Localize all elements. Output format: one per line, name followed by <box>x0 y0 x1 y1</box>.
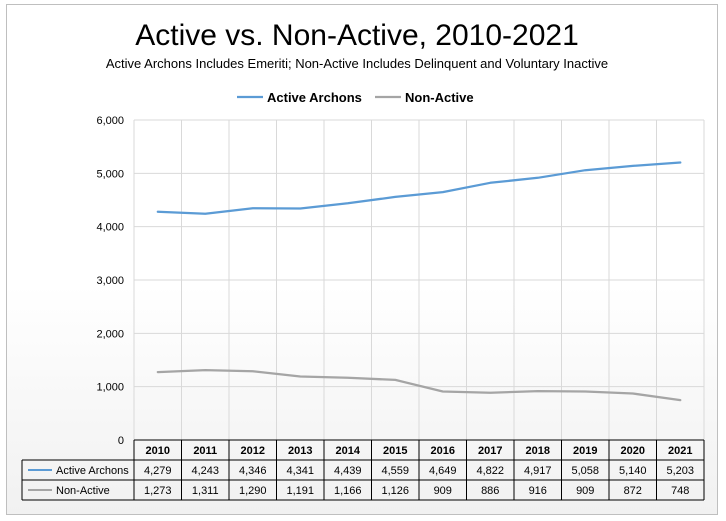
data-label: 4,439 <box>334 465 362 477</box>
series-lines <box>156 161 682 402</box>
x-category-label: 2018 <box>526 445 550 457</box>
data-label: 1,126 <box>381 485 409 497</box>
data-label: 1,191 <box>286 485 314 497</box>
x-category-label: 2011 <box>193 445 217 457</box>
table-series-name: Non-Active <box>56 485 110 497</box>
data-label: 909 <box>434 485 452 497</box>
data-label: 4,559 <box>381 465 409 477</box>
data-label: 1,166 <box>334 485 362 497</box>
data-label: 4,341 <box>286 465 314 477</box>
line-chart: Active vs. Non-Active, 2010-2021 Active … <box>21 19 705 501</box>
data-label: 5,058 <box>571 465 599 477</box>
x-category-label: 2013 <box>288 445 312 457</box>
legend: Active Archons Non-Active <box>237 90 474 105</box>
data-label: 4,917 <box>524 465 552 477</box>
data-label: 748 <box>671 485 689 497</box>
data-label: 4,279 <box>144 465 172 477</box>
x-category-label: 2014 <box>336 445 361 457</box>
series-line-active-archons <box>156 161 682 215</box>
data-label: 5,140 <box>619 465 647 477</box>
data-label: 4,822 <box>476 465 504 477</box>
legend-label: Non-Active <box>405 90 474 105</box>
x-category-label: 2015 <box>383 445 407 457</box>
x-category-label: 2019 <box>573 445 597 457</box>
data-label: 916 <box>529 485 547 497</box>
chart-subtitle: Active Archons Includes Emeriti; Non-Act… <box>106 56 608 71</box>
data-label: 4,649 <box>429 465 457 477</box>
data-label: 5,203 <box>666 465 694 477</box>
chart-title: Active vs. Non-Active, 2010-2021 <box>135 19 579 52</box>
x-category-label: 2010 <box>146 445 170 457</box>
x-category-label: 2016 <box>431 445 455 457</box>
y-tick-label: 3,000 <box>96 275 124 287</box>
x-category-label: 2017 <box>478 445 502 457</box>
y-axis: 0 1,000 2,000 3,000 4,000 5,000 6,000 <box>96 115 124 447</box>
y-tick-label: 1,000 <box>96 382 124 394</box>
data-label: 872 <box>624 485 642 497</box>
x-category-label: 2020 <box>621 445 645 457</box>
legend-label: Active Archons <box>267 90 362 105</box>
table-series-name: Active Archons <box>56 465 129 477</box>
data-label: 1,311 <box>192 485 219 497</box>
data-label: 1,290 <box>239 485 267 497</box>
data-table: 2010 2011 2012 2013 2014 2015 2016 2017 2018 2019… <box>21 439 705 501</box>
y-tick-label: 6,000 <box>96 115 124 127</box>
data-label: 886 <box>481 485 499 497</box>
data-label: 909 <box>576 485 594 497</box>
data-label: 1,273 <box>144 485 172 497</box>
y-tick-label: 2,000 <box>96 328 124 340</box>
x-category-label: 2021 <box>668 445 692 457</box>
y-tick-label: 5,000 <box>96 168 124 180</box>
data-label: 4,243 <box>191 465 219 477</box>
y-tick-label: 4,000 <box>96 222 124 234</box>
y-tick-label: 0 <box>118 435 124 447</box>
x-category-label: 2012 <box>241 445 265 457</box>
series-line-non-active <box>156 368 682 402</box>
chart-frame: Active vs. Non-Active, 2010-2021 Active … <box>6 4 718 515</box>
data-label: 4,346 <box>239 465 267 477</box>
gridlines <box>133 119 705 440</box>
